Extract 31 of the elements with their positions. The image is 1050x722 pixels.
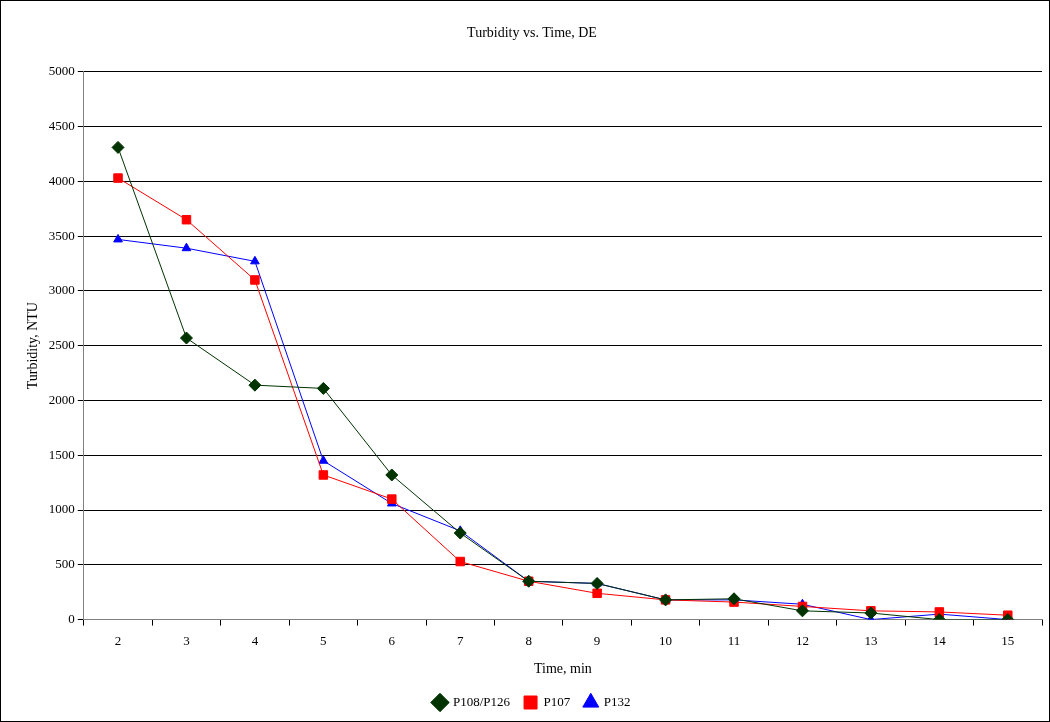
y-tick-label: 4000: [48, 172, 75, 188]
legend-label: P108/P126: [452, 693, 511, 709]
y-tick-label: 1500: [48, 446, 75, 462]
x-axis-title: Time, min: [533, 661, 592, 677]
y-tick-label: 5000: [48, 63, 75, 79]
y-tick-label: 2500: [48, 337, 75, 353]
x-tick-label: 4: [251, 632, 259, 648]
y-tick-label: 4500: [48, 118, 75, 133]
x-tick-label: 2: [114, 632, 122, 648]
x-tick-label: 6: [388, 632, 396, 648]
y-tick-label: 2000: [48, 391, 75, 407]
y-tick-label: 500: [55, 556, 75, 572]
x-tick-label: 9: [593, 632, 601, 648]
x-tick-label: 13: [864, 632, 878, 648]
y-tick-label: 1000: [48, 501, 75, 517]
y-tick-label: 3500: [48, 227, 75, 243]
legend-label: P107: [543, 693, 571, 709]
x-tick-label: 15: [1001, 632, 1015, 648]
x-tick-label: 7: [456, 632, 464, 648]
x-tick-label: 8: [525, 632, 532, 648]
legend-label: P132: [603, 693, 631, 709]
x-tick-label: 14: [932, 632, 947, 648]
x-tick-label: 12: [795, 632, 809, 648]
x-tick-label: 10: [659, 632, 673, 648]
x-tick-label: 3: [183, 632, 190, 648]
y-tick-label: 3000: [48, 282, 75, 298]
y-tick-label: 0: [68, 611, 75, 627]
x-tick-label: 5: [320, 632, 327, 648]
x-tick-label: 11: [727, 632, 741, 648]
y-axis-title: Turbidity, NTU: [25, 302, 41, 390]
chart-title: Turbidity vs. Time, DE: [467, 25, 597, 41]
